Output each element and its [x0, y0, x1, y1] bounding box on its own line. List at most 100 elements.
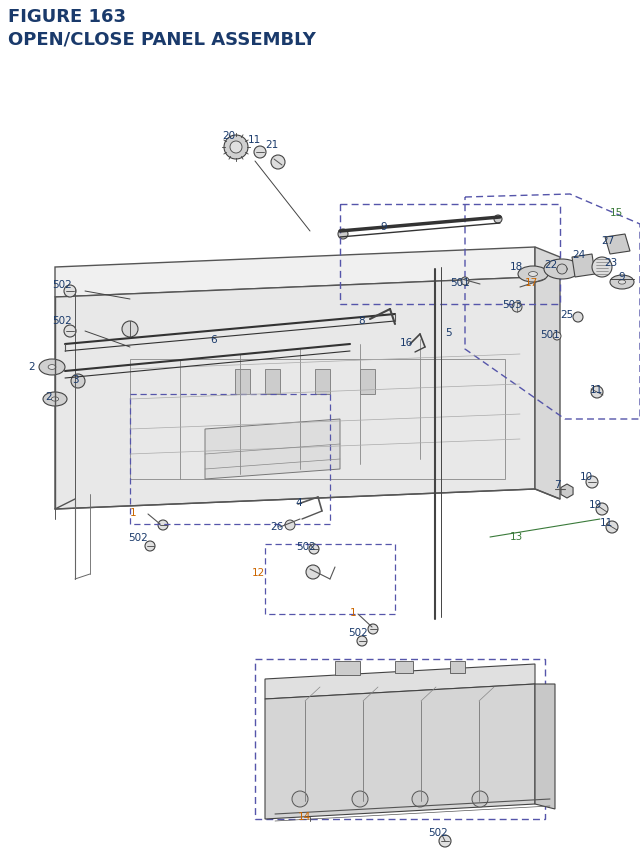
Polygon shape — [535, 248, 560, 499]
Circle shape — [271, 156, 285, 170]
Circle shape — [573, 313, 583, 323]
Bar — [130, 394, 330, 524]
Bar — [130, 360, 505, 480]
Circle shape — [309, 544, 319, 554]
Text: 502: 502 — [52, 316, 72, 325]
Text: 21: 21 — [265, 139, 278, 150]
Ellipse shape — [39, 360, 65, 375]
Ellipse shape — [557, 267, 568, 273]
Bar — [335, 661, 360, 675]
Circle shape — [352, 791, 368, 807]
Text: 27: 27 — [601, 236, 614, 245]
Text: 25: 25 — [560, 310, 573, 319]
Circle shape — [592, 257, 612, 278]
Text: 502: 502 — [296, 542, 316, 551]
Circle shape — [553, 332, 561, 341]
Ellipse shape — [48, 365, 56, 370]
Circle shape — [586, 476, 598, 488]
Circle shape — [145, 542, 155, 551]
Polygon shape — [265, 684, 535, 819]
Text: 1: 1 — [350, 607, 356, 617]
Text: 10: 10 — [580, 472, 593, 481]
Text: 15: 15 — [610, 208, 623, 218]
Text: 24: 24 — [572, 250, 585, 260]
Ellipse shape — [43, 393, 67, 406]
Text: 2: 2 — [45, 392, 52, 401]
Circle shape — [512, 303, 522, 313]
Circle shape — [122, 322, 138, 338]
Text: 502: 502 — [52, 280, 72, 289]
Bar — [265, 544, 395, 614]
Circle shape — [306, 566, 320, 579]
Text: 9: 9 — [380, 222, 387, 232]
Text: OPEN/CLOSE PANEL ASSEMBLY: OPEN/CLOSE PANEL ASSEMBLY — [8, 30, 316, 48]
Circle shape — [254, 147, 266, 158]
Circle shape — [494, 216, 502, 224]
Text: 6: 6 — [210, 335, 216, 344]
Text: 1: 1 — [130, 507, 136, 517]
Circle shape — [292, 791, 308, 807]
Text: 9: 9 — [618, 272, 625, 282]
Circle shape — [591, 387, 603, 399]
Text: 17: 17 — [525, 278, 538, 288]
Circle shape — [596, 504, 608, 516]
Text: 11: 11 — [590, 385, 604, 394]
Ellipse shape — [544, 260, 580, 280]
Circle shape — [64, 286, 76, 298]
Ellipse shape — [618, 281, 626, 285]
Text: 11: 11 — [248, 135, 261, 145]
Circle shape — [224, 136, 248, 160]
Text: 12: 12 — [252, 567, 265, 578]
Bar — [235, 369, 250, 394]
Circle shape — [230, 142, 242, 154]
Circle shape — [338, 230, 348, 239]
Ellipse shape — [51, 398, 59, 401]
Text: FIGURE 163: FIGURE 163 — [8, 8, 126, 26]
Circle shape — [606, 522, 618, 533]
Circle shape — [64, 325, 76, 338]
Text: 4: 4 — [295, 498, 301, 507]
Text: 18: 18 — [510, 262, 524, 272]
Polygon shape — [535, 684, 555, 809]
Text: 502: 502 — [428, 827, 448, 837]
Polygon shape — [265, 664, 535, 699]
Polygon shape — [561, 485, 573, 499]
Text: 3: 3 — [72, 375, 79, 385]
Polygon shape — [205, 419, 340, 480]
Polygon shape — [55, 278, 535, 510]
Bar — [395, 661, 413, 673]
Circle shape — [439, 835, 451, 847]
Circle shape — [368, 624, 378, 635]
Ellipse shape — [529, 272, 538, 277]
Circle shape — [557, 264, 567, 275]
Circle shape — [461, 278, 469, 286]
Text: 2: 2 — [28, 362, 35, 372]
Text: 502: 502 — [348, 628, 368, 637]
Bar — [360, 369, 375, 394]
Text: 501: 501 — [450, 278, 470, 288]
Circle shape — [357, 636, 367, 647]
Text: 20: 20 — [222, 131, 235, 141]
Text: 5: 5 — [445, 328, 452, 338]
Text: 502: 502 — [128, 532, 148, 542]
Circle shape — [71, 375, 85, 388]
Circle shape — [412, 791, 428, 807]
Ellipse shape — [518, 267, 548, 282]
Bar — [255, 660, 545, 819]
Bar — [450, 661, 465, 673]
Text: 22: 22 — [544, 260, 557, 269]
Text: 16: 16 — [400, 338, 413, 348]
Circle shape — [472, 791, 488, 807]
Text: 11: 11 — [600, 517, 613, 528]
Text: 7: 7 — [554, 480, 561, 489]
Text: 13: 13 — [510, 531, 524, 542]
Text: 23: 23 — [604, 257, 617, 268]
Text: 19: 19 — [589, 499, 602, 510]
Text: 8: 8 — [358, 316, 365, 325]
Text: 14: 14 — [298, 811, 311, 821]
Polygon shape — [55, 248, 535, 298]
Text: 501: 501 — [540, 330, 560, 339]
Polygon shape — [572, 255, 595, 278]
Text: 503: 503 — [502, 300, 522, 310]
Text: 26: 26 — [270, 522, 284, 531]
